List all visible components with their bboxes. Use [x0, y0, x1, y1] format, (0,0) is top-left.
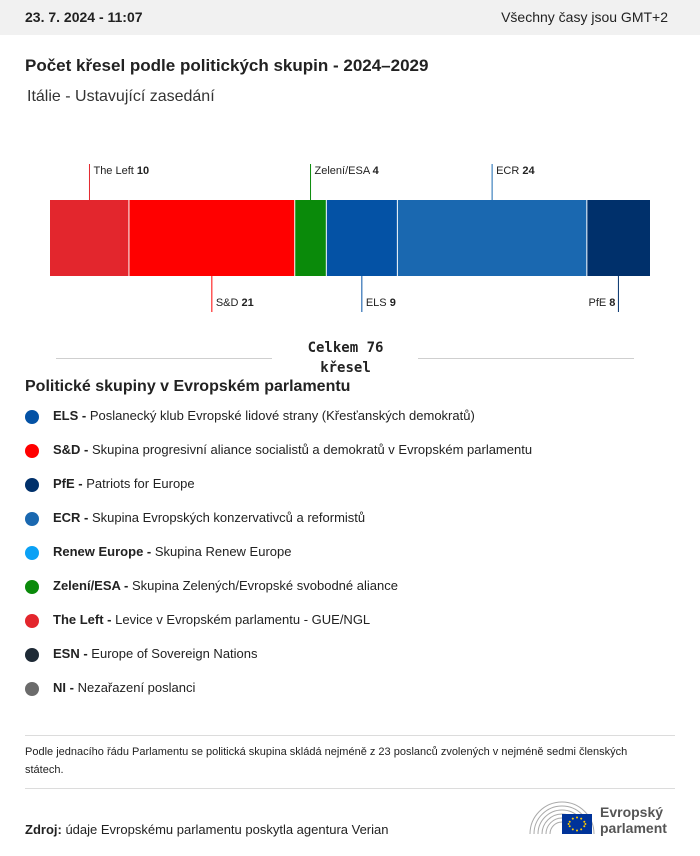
legend-text: NI - Nezařazení poslanci — [53, 677, 195, 699]
chart-title: Počet křesel podle politických skupin - … — [25, 56, 429, 75]
chart-subtitle: Itálie - Ustavující zasedání — [27, 88, 215, 105]
legend-abbr: ELS - — [53, 408, 87, 423]
bar-segment — [50, 200, 129, 276]
total-seats: Celkem 76 křesel — [273, 338, 418, 378]
logo-line-2: parlament — [600, 820, 667, 836]
segment-label: PfE 8 — [588, 297, 615, 309]
bar-segment — [397, 200, 587, 276]
segment-label: S&D 21 — [216, 297, 254, 309]
legend-dot-icon — [25, 512, 39, 526]
legend-dot-icon — [25, 580, 39, 594]
timestamp: 23. 7. 2024 - 11:07 — [25, 9, 143, 25]
legend-abbr: The Left - — [53, 612, 112, 627]
legend-text: Renew Europe - Skupina Renew Europe — [53, 541, 291, 563]
legend-description: Poslanecký klub Evropské lidové strany (… — [89, 408, 475, 423]
legend-text: Zelení/ESA - Skupina Zelených/Evropské s… — [53, 575, 398, 597]
total-divider-left — [56, 358, 272, 359]
legend-abbr: ESN - — [53, 646, 88, 661]
ep-logo: Evropský parlament — [528, 798, 678, 838]
legend-abbr: PfE - — [53, 476, 83, 491]
legend-text: ECR - Skupina Evropských konzervativců a… — [53, 507, 365, 529]
legend-description: Skupina Evropských konzervativců a refor… — [92, 510, 366, 525]
total-seats-count: Celkem 76 — [307, 340, 384, 356]
rules-note: Podle jednacího řádu Parlamentu se polit… — [25, 746, 628, 776]
bar-segment — [294, 200, 327, 276]
legend-dot-icon — [25, 682, 39, 696]
source-label: Zdroj: — [25, 822, 62, 837]
legend-abbr: NI - — [53, 680, 74, 695]
legend-text: The Left - Levice v Evropském parlamentu… — [53, 609, 370, 631]
bar-segment — [586, 200, 650, 276]
bar-segment — [326, 200, 398, 276]
legend-abbr: S&D - — [53, 442, 89, 457]
legend-description: Skupina Zelených/Evropské svobodné alian… — [132, 578, 398, 593]
legend-dot-icon — [25, 546, 39, 560]
bar-segment — [128, 200, 295, 276]
logo-line-1: Evropský — [600, 804, 664, 820]
legend-dot-icon — [25, 648, 39, 662]
note-divider-top — [25, 735, 675, 736]
source-line: Zdroj: údaje Evropskému parlamentu posky… — [25, 822, 388, 837]
logo-text: Evropský parlament — [600, 804, 667, 836]
legend-description: Nezařazení poslanci — [77, 680, 196, 695]
legend-dot-icon — [25, 614, 39, 628]
legend-text: ESN - Europe of Sovereign Nations — [53, 643, 258, 665]
legend-text: PfE - Patriots for Europe — [53, 473, 195, 495]
legend-dot-icon — [25, 444, 39, 458]
hemicycle-icon — [529, 801, 595, 835]
legend-text: S&D - Skupina progresivní aliance social… — [53, 439, 532, 461]
legend-text: ELS - Poslanecký klub Evropské lidové st… — [53, 405, 475, 427]
timezone-note: Všechny časy jsou GMT+2 — [501, 9, 668, 25]
top-bar: 23. 7. 2024 - 11:07 Všechny časy jsou GM… — [0, 0, 700, 35]
segment-label: ELS 9 — [366, 297, 396, 309]
legend-description: Skupina Renew Europe — [154, 544, 292, 559]
segment-label: Zelení/ESA 4 — [315, 165, 380, 177]
legend-abbr: Renew Europe - — [53, 544, 152, 559]
legend-dot-icon — [25, 478, 39, 492]
seat-bar-chart: The Left 10 S&D 21 Zelení/ESA 4 ELS 9 ECR 24… — [50, 164, 650, 312]
total-divider-right — [418, 358, 634, 359]
legend-abbr: Zelení/ESA - — [53, 578, 129, 593]
legend-title: Politické skupiny v Evropském parlamentu — [25, 378, 351, 395]
source-text: údaje Evropskému parlamentu poskytla age… — [65, 822, 389, 837]
legend-description: Patriots for Europe — [86, 476, 195, 491]
eu-flag-icon — [562, 814, 592, 834]
legend-description: Levice v Evropském parlamentu - GUE/NGL — [115, 612, 371, 627]
segment-label: The Left 10 — [93, 165, 149, 177]
legend-description: Skupina progresivní aliance socialistů a… — [92, 442, 533, 457]
note-divider-bottom — [25, 788, 675, 789]
legend-abbr: ECR - — [53, 510, 89, 525]
legend-dot-icon — [25, 410, 39, 424]
segment-label: ECR 24 — [496, 165, 535, 177]
total-seats-unit: křesel — [320, 360, 371, 376]
legend-description: Europe of Sovereign Nations — [91, 646, 258, 661]
